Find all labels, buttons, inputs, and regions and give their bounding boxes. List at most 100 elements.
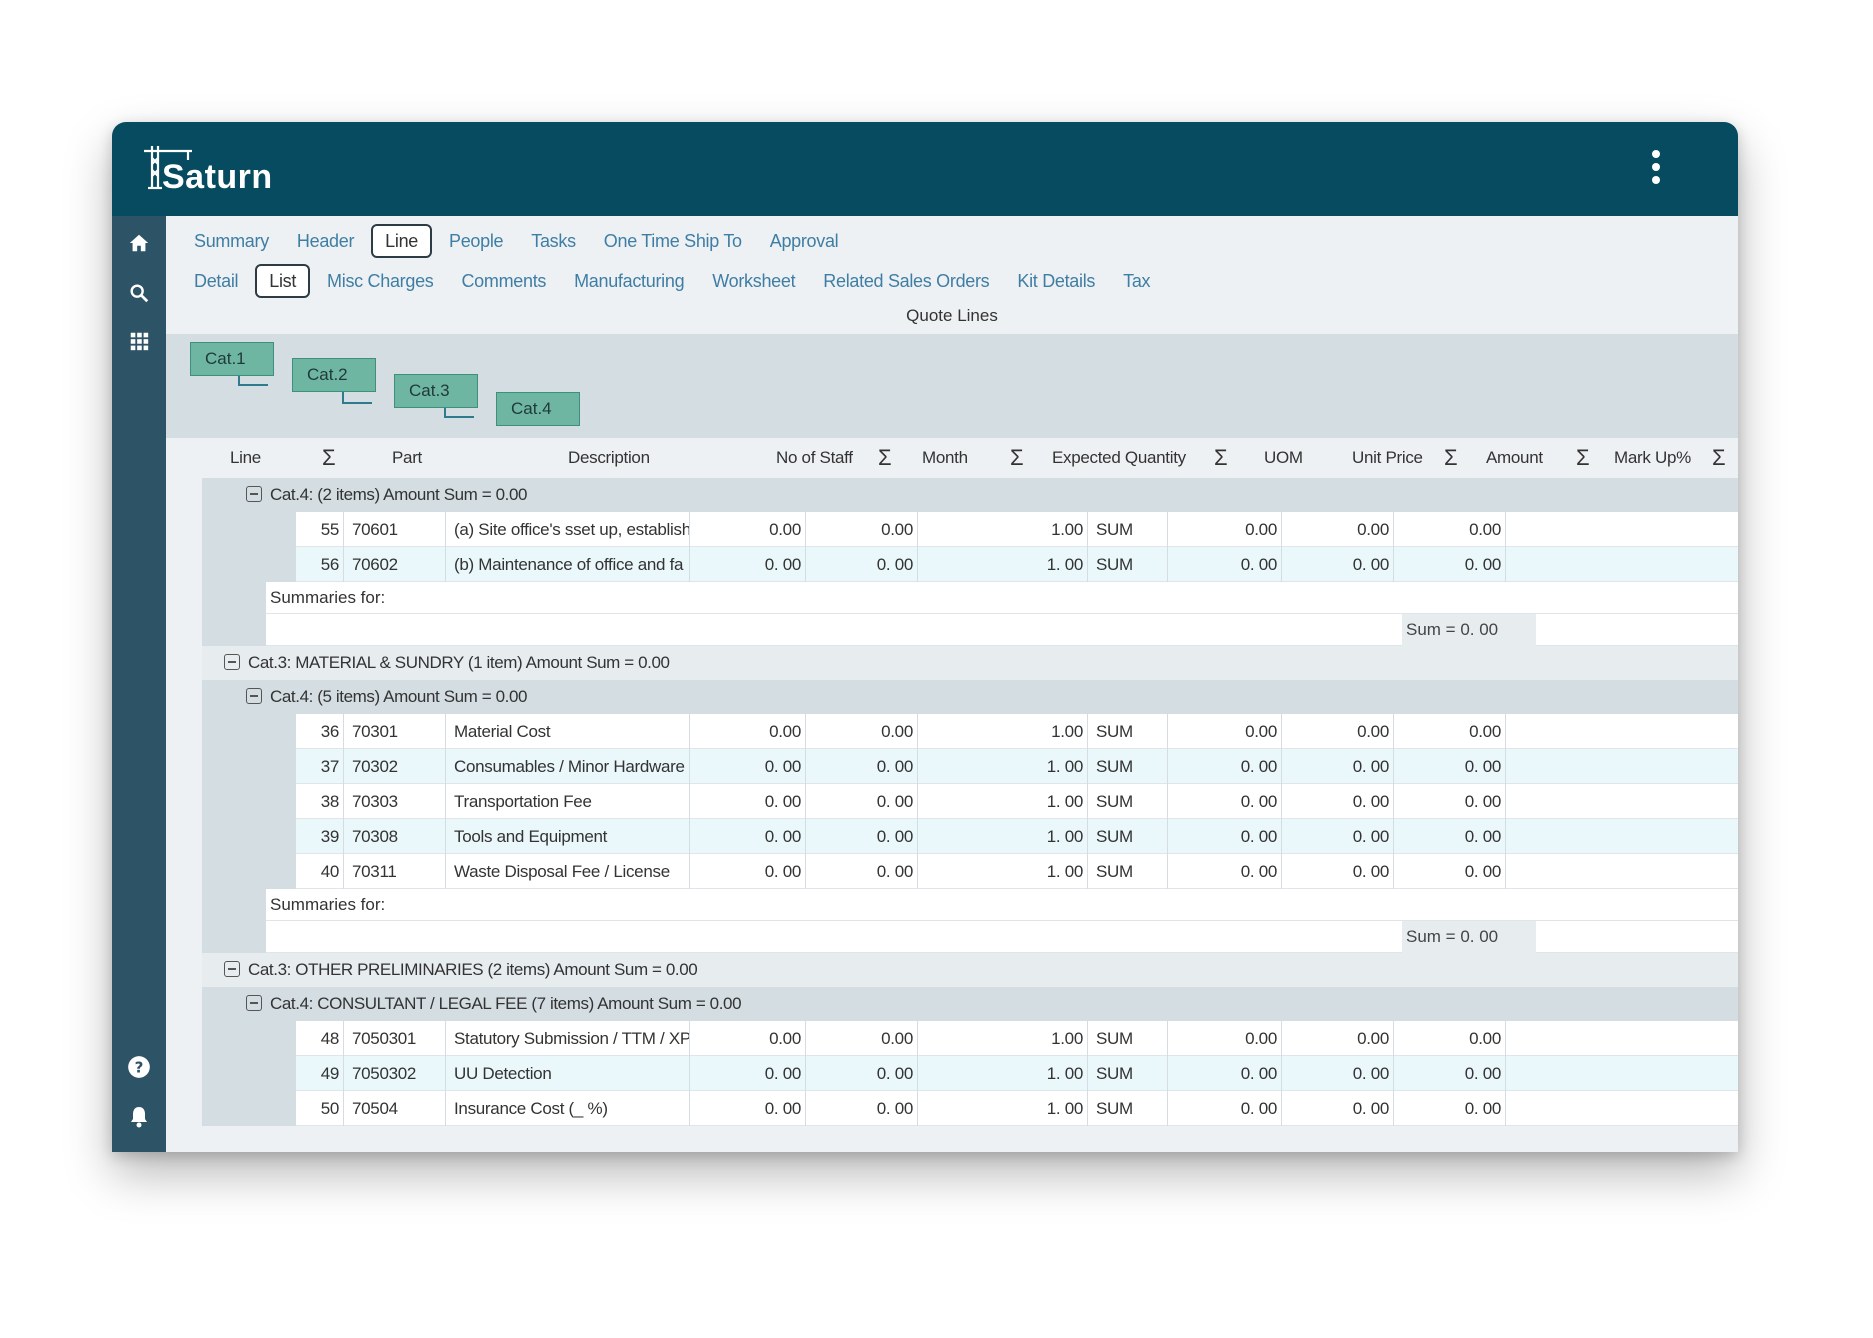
cell-part: 70303: [344, 784, 446, 819]
sum-sigma-icon[interactable]: Σ: [1576, 445, 1590, 470]
group-header-cat4[interactable]: Cat.4: CONSULTANT / LEGAL FEE (7 items) …: [202, 987, 1738, 1021]
table-row[interactable]: 55 70601 (a) Site office's sset up, esta…: [296, 512, 1738, 547]
group-header-cat4[interactable]: Cat.4: (5 items) Amount Sum = 0.00: [202, 680, 1738, 714]
cell-part: 70601: [344, 512, 446, 547]
grid-title: Quote Lines: [906, 306, 998, 325]
column-header-expected-quantity[interactable]: Expected Quantity: [1052, 448, 1186, 467]
column-header-description[interactable]: Description: [568, 448, 650, 467]
cell-line: 48: [296, 1021, 344, 1056]
cell-expected-quantity: 1.00: [918, 714, 1088, 749]
apps-grid-icon[interactable]: [124, 326, 154, 356]
collapse-icon[interactable]: [246, 486, 262, 502]
home-icon[interactable]: [124, 228, 154, 258]
collapse-icon[interactable]: [224, 961, 240, 977]
cell-expected-quantity: 1.00: [918, 1021, 1088, 1056]
group-rows: 36 70301 Material Cost 0.00 0.00 1.00 SU…: [202, 714, 1738, 953]
cell-amount: 0. 00: [1282, 749, 1394, 784]
saturn-logo[interactable]: Saturn: [142, 142, 292, 202]
more-options-icon[interactable]: [1650, 150, 1662, 190]
cell-uom: SUM: [1088, 547, 1168, 582]
column-header-amount[interactable]: Amount: [1486, 448, 1543, 467]
summary-sum-row: Sum = 0. 00: [266, 921, 1738, 953]
cell-month: 0. 00: [806, 547, 918, 582]
sum-sigma-icon[interactable]: Σ: [1712, 445, 1726, 470]
cell-uom: SUM: [1088, 512, 1168, 547]
sum-sigma-icon[interactable]: Σ: [322, 445, 336, 470]
column-header-unit-price[interactable]: Unit Price: [1352, 448, 1423, 467]
table-row[interactable]: 48 7050301 Statutory Submission / TTM / …: [296, 1021, 1738, 1056]
cell-markup: 0. 00: [1394, 819, 1506, 854]
group-chip-cat3[interactable]: Cat.3: [394, 374, 478, 408]
tab-list[interactable]: List: [255, 264, 311, 298]
cell-markup: 0. 00: [1394, 1091, 1506, 1126]
table-row[interactable]: 37 70302 Consumables / Minor Hardware 0.…: [296, 749, 1738, 784]
collapse-icon[interactable]: [246, 995, 262, 1011]
column-header-markup[interactable]: Mark Up%: [1614, 448, 1691, 467]
column-header-uom[interactable]: UOM: [1264, 448, 1303, 467]
sum-sigma-icon[interactable]: Σ: [878, 445, 892, 470]
cell-month: 0. 00: [806, 854, 918, 889]
search-icon[interactable]: [124, 278, 154, 308]
table-row[interactable]: 49 7050302 UU Detection 0. 00 0. 00 1. 0…: [296, 1056, 1738, 1091]
tab-detail[interactable]: Detail: [194, 271, 239, 291]
tab-approval[interactable]: Approval: [769, 231, 839, 251]
cell-line: 50: [296, 1091, 344, 1126]
cell-markup: 0.00: [1394, 512, 1506, 547]
help-icon[interactable]: ?: [124, 1052, 154, 1082]
column-header-no-of-staff[interactable]: No of Staff: [776, 448, 853, 467]
table-row[interactable]: 56 70602 (b) Maintenance of office and f…: [296, 547, 1738, 582]
column-header-line[interactable]: Line: [230, 448, 261, 467]
cell-markup: 0. 00: [1394, 1056, 1506, 1091]
tab-related-sales-orders[interactable]: Related Sales Orders: [823, 271, 990, 291]
cell-unit-price: 0. 00: [1168, 819, 1282, 854]
sum-sigma-icon[interactable]: Σ: [1444, 445, 1458, 470]
group-summary: Summaries for: Sum = 0. 00: [266, 889, 1738, 953]
sum-sigma-icon[interactable]: Σ: [1010, 445, 1024, 470]
tab-tasks[interactable]: Tasks: [531, 231, 576, 251]
column-header-part[interactable]: Part: [392, 448, 422, 467]
table-row[interactable]: 40 70311 Waste Disposal Fee / License 0.…: [296, 854, 1738, 889]
notifications-bell-icon[interactable]: [124, 1102, 154, 1132]
table-row[interactable]: 36 70301 Material Cost 0.00 0.00 1.00 SU…: [296, 714, 1738, 749]
collapse-icon[interactable]: [224, 654, 240, 670]
tab-kit-details[interactable]: Kit Details: [1017, 271, 1096, 291]
tab-line[interactable]: Line: [371, 224, 433, 258]
tab-worksheet[interactable]: Worksheet: [712, 271, 796, 291]
cell-month: 0.00: [806, 512, 918, 547]
group-header-cat3[interactable]: Cat.3: MATERIAL & SUNDRY (1 item) Amount…: [202, 646, 1738, 680]
tab-tax[interactable]: Tax: [1123, 271, 1151, 291]
sum-sigma-icon[interactable]: Σ: [1214, 445, 1228, 470]
group-chip-cat1[interactable]: Cat.1: [190, 342, 274, 376]
table-row[interactable]: 38 70303 Transportation Fee 0. 00 0. 00 …: [296, 784, 1738, 819]
cell-expected-quantity: 1. 00: [918, 784, 1088, 819]
column-header-month[interactable]: Month: [922, 448, 968, 467]
group-header-cat3[interactable]: Cat.3: OTHER PRELIMINARIES (2 items) Amo…: [202, 953, 1738, 987]
group-header-cat4[interactable]: Cat.4: (2 items) Amount Sum = 0.00: [202, 478, 1738, 512]
cell-no-of-staff: 0. 00: [690, 547, 806, 582]
cell-month: 0.00: [806, 714, 918, 749]
tab-people[interactable]: People: [449, 231, 504, 251]
tab-one-time-ship-to[interactable]: One Time Ship To: [603, 231, 742, 251]
cell-no-of-staff: 0.00: [690, 512, 806, 547]
tab-manufacturing[interactable]: Manufacturing: [574, 271, 685, 291]
cell-markup: 0. 00: [1394, 547, 1506, 582]
cell-unit-price: 0. 00: [1168, 1091, 1282, 1126]
tab-misc-charges[interactable]: Misc Charges: [327, 271, 434, 291]
cell-uom: SUM: [1088, 1056, 1168, 1091]
tab-summary[interactable]: Summary: [194, 231, 269, 251]
tab-comments[interactable]: Comments: [461, 271, 547, 291]
group-header-text: Cat.4: (5 items) Amount Sum = 0.00: [270, 687, 528, 706]
table-row[interactable]: 50 70504 Insurance Cost (_ %) 0. 00 0. 0…: [296, 1091, 1738, 1126]
tab-header[interactable]: Header: [296, 231, 355, 251]
cell-amount: 0.00: [1282, 512, 1394, 547]
svg-text:?: ?: [135, 1058, 144, 1076]
app-window: Saturn ? Summary Header Line: [112, 122, 1738, 1152]
table-row[interactable]: 39 70308 Tools and Equipment 0. 00 0. 00…: [296, 819, 1738, 854]
group-chip-cat4[interactable]: Cat.4: [496, 392, 580, 426]
cell-description: Tools and Equipment: [446, 819, 690, 854]
group-chip-cat2[interactable]: Cat.2: [292, 358, 376, 392]
cell-expected-quantity: 1. 00: [918, 547, 1088, 582]
cell-uom: SUM: [1088, 784, 1168, 819]
collapse-icon[interactable]: [246, 688, 262, 704]
cell-no-of-staff: 0. 00: [690, 1056, 806, 1091]
